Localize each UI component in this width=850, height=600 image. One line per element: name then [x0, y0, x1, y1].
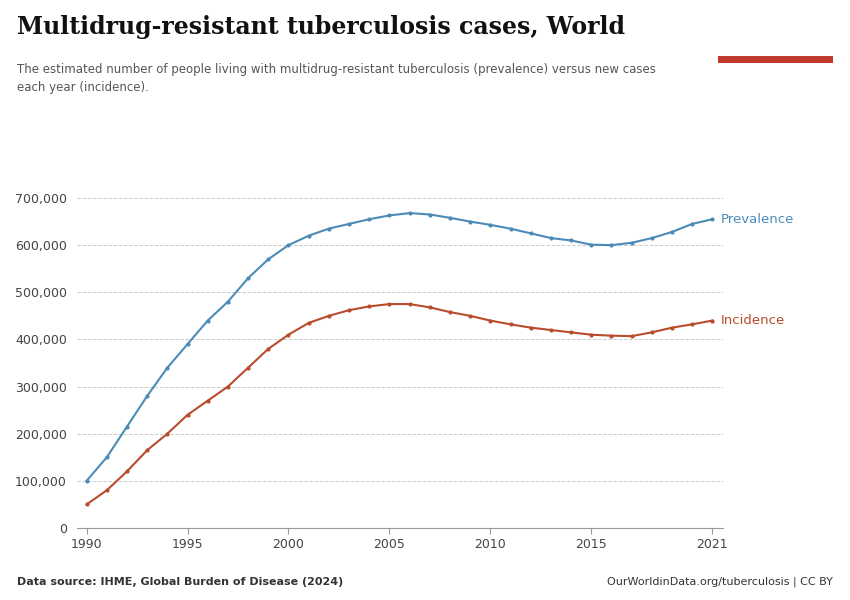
Text: Incidence: Incidence: [721, 314, 785, 327]
Text: The estimated number of people living with multidrug-resistant tuberculosis (pre: The estimated number of people living wi…: [17, 63, 656, 94]
FancyBboxPatch shape: [718, 56, 833, 63]
Text: in Data: in Data: [755, 34, 796, 43]
Text: Our World: Our World: [746, 16, 805, 26]
Text: Data source: IHME, Global Burden of Disease (2024): Data source: IHME, Global Burden of Dise…: [17, 577, 343, 587]
Text: Prevalence: Prevalence: [721, 213, 794, 226]
Text: OurWorldinData.org/tuberculosis | CC BY: OurWorldinData.org/tuberculosis | CC BY: [607, 576, 833, 587]
Text: Multidrug-resistant tuberculosis cases, World: Multidrug-resistant tuberculosis cases, …: [17, 15, 625, 39]
